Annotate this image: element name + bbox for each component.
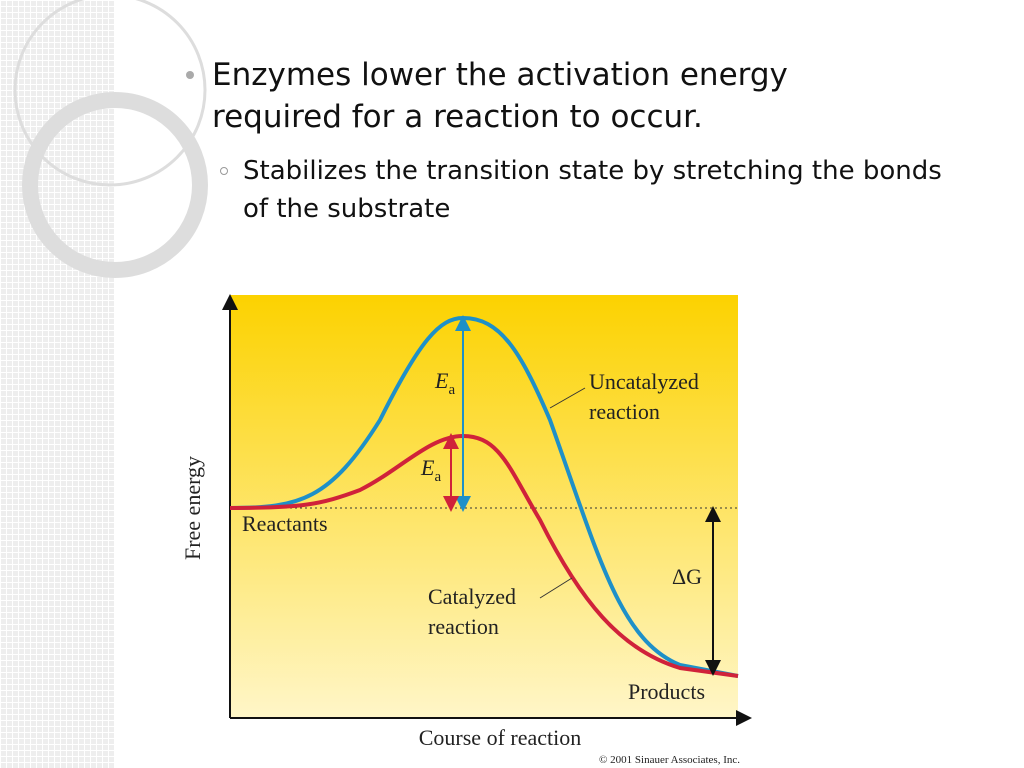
reactants-label: Reactants [242, 511, 328, 536]
ea-sub: a [434, 469, 441, 485]
sub-bullet: Stabilizes the transition state by stret… [220, 152, 963, 228]
x-axis-label: Course of reaction [419, 725, 582, 750]
catalyzed-label: Catalyzed [428, 584, 516, 609]
bullet: Enzymes lower the activation energy requ… [186, 54, 892, 138]
catalyzed-curve [229, 433, 739, 678]
decor-circle [13, 0, 207, 187]
ea-label: Ea [420, 455, 441, 485]
ea-main: E [420, 455, 435, 480]
decor-circle [22, 92, 208, 278]
ea-main: E [434, 368, 449, 393]
ea-label: Ea [434, 368, 455, 398]
uncatalyzed-label: reaction [589, 399, 660, 424]
uncatalyzed-label: Uncatalyzed [589, 369, 699, 394]
leader-line [549, 387, 586, 409]
products-label: Products [628, 679, 705, 704]
uncatalyzed-curve [229, 315, 739, 678]
delta-g-label: ΔG [672, 564, 702, 589]
catalyzed-label: reaction [428, 614, 499, 639]
leader-line [539, 577, 573, 599]
ea-sub: a [448, 382, 455, 398]
copyright: © 2001 Sinauer Associates, Inc. [599, 754, 740, 766]
y-axis-label: Free energy [180, 456, 205, 560]
